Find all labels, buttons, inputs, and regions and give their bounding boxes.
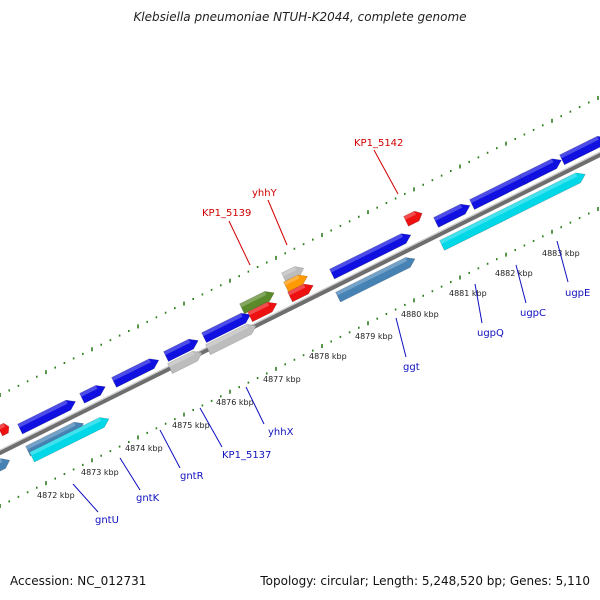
cds-KP1-forward: [201, 312, 251, 343]
feature-red-yhhY-shade: [287, 284, 306, 296]
cds-gntK-forward: [111, 358, 160, 388]
gene-label-KP1_5139: KP1_5139: [202, 208, 251, 219]
feature-red-yhhY: [287, 283, 314, 303]
inner-tick-ring: [0, 206, 599, 508]
feature-red-KP1_5142: [403, 210, 423, 227]
cds-ugpB-forward-shade: [559, 136, 599, 159]
gene-label-gntK: gntK: [136, 493, 160, 504]
scale-label-4872: 4872 kbp: [37, 491, 75, 500]
cds-ugpQ-forward-shade: [433, 204, 463, 221]
scale-label-4880: 4880 kbp: [401, 310, 439, 319]
cds-ugpA-forward-shade: [519, 158, 554, 179]
scale-label-4876: 4876 kbp: [216, 398, 254, 407]
cds-gntR-forward-shape: [163, 338, 199, 362]
cds-ugpC-forward-shade: [469, 172, 526, 204]
feature-olive-KP1_5139-shade: [239, 291, 267, 308]
cds-gntR-forward: [163, 338, 199, 362]
cds-ugpA-forward: [519, 158, 562, 185]
feature-olive-KP1_5139-shape: [239, 291, 275, 315]
gene-label-yhhY: yhhY: [252, 188, 278, 199]
feature-red-KP1_5139-shape: [247, 301, 278, 323]
scale-label-4873: 4873 kbp: [81, 468, 119, 477]
feature-red-left: [0, 422, 10, 437]
cds-ggt-forward-shape: [329, 233, 412, 280]
genome-backbone: [0, 151, 600, 456]
scale-label-4877: 4877 kbp: [263, 375, 301, 384]
cds-ggt-forward: [329, 233, 412, 280]
feature-red-KP1_5142-shape: [403, 210, 423, 227]
cds-grey-2-shape: [205, 324, 257, 355]
cds-small-forward-shape: [79, 385, 106, 404]
cds-small-forward: [79, 385, 106, 404]
cds-cyan-lower-shade: [29, 417, 102, 456]
map-title: Klebsiella pneumoniae NTUH-K2044, comple…: [133, 10, 467, 24]
cds-ggt-reverse: [335, 257, 416, 303]
cds-gntU-reverse-shade: [25, 422, 76, 450]
feature-red-left-shade: [0, 423, 6, 430]
gene-label-ugpQ: ugpQ: [477, 328, 504, 339]
cds-ugpQ-forward: [433, 203, 471, 228]
gene-label-gntU: gntU: [95, 515, 119, 526]
scale-label-4879: 4879 kbp: [355, 332, 393, 341]
scale-label-4881: 4881 kbp: [449, 289, 487, 298]
cds-gntK-forward-shade: [111, 358, 151, 381]
features-forward-upper: [0, 135, 600, 476]
cds-gntK-forward-shape: [111, 358, 160, 388]
accession-text: Accession: NC_012731: [10, 574, 147, 588]
cds-KP1-forward-shape: [201, 312, 251, 343]
cds-cyan-lower: [29, 417, 110, 463]
feature-grey-yhhY-shade: [281, 266, 297, 277]
cds-grey-1: [167, 350, 203, 374]
label-leaders: [72, 149, 569, 513]
scale-label-4874: 4874 kbp: [125, 444, 163, 453]
feature-orange-yhhY-shape: [283, 274, 308, 293]
cds-gntU-forward-shade: [17, 400, 68, 428]
cds-ugpA-forward-shape: [519, 158, 562, 185]
feature-orange-yhhY: [283, 274, 308, 293]
outer-tick-ring: [0, 95, 599, 397]
cds-ggt-forward-shade: [329, 233, 403, 273]
topology-text: Topology: circular; Length: 5,248,520 bp…: [260, 574, 590, 588]
feature-red-KP1_5142-shade: [403, 211, 417, 220]
gene-labels: gntU gntK gntR KP1_5137 yhhX ggt ugpQ ug…: [95, 138, 590, 526]
cds-left-reverse: [0, 458, 11, 476]
gene-label-yhhX: yhhX: [268, 427, 294, 438]
feature-orange-yhhY-shade: [283, 274, 300, 286]
gene-label-gntR: gntR: [180, 471, 204, 482]
cds-ggt-reverse-shape: [335, 257, 416, 303]
cds-KP1-forward-shade: [201, 313, 243, 337]
feature-red-KP1_5139-shade: [247, 302, 269, 316]
scale-labels: 4872 kbp 4873 kbp 4874 kbp 4875 kbp 4876…: [37, 249, 580, 500]
cds-ugpB-forward: [559, 135, 600, 166]
gene-label-ugpE: ugpE: [565, 288, 590, 299]
cds-ugp-cyan: [439, 172, 586, 251]
gene-label-ugpC: ugpC: [520, 308, 546, 319]
feature-red-left-shape: [0, 422, 10, 437]
cds-cyan-lower-shape: [29, 417, 110, 463]
feature-olive-KP1_5139: [239, 291, 275, 315]
cds-grey-2-shade: [205, 324, 249, 349]
cds-gntR-forward-shade: [163, 339, 191, 356]
cds-grey-1-shape: [167, 350, 203, 374]
cds-ugpQ-forward-shape: [433, 203, 471, 228]
cds-ugpB-forward-shape: [559, 135, 600, 166]
scale-label-4875: 4875 kbp: [172, 421, 210, 430]
gene-label-ggt: ggt: [403, 362, 420, 373]
cds-ggt-reverse-shade: [335, 257, 408, 296]
scale-label-4878: 4878 kbp: [309, 352, 347, 361]
gene-label-KP1_5142: KP1_5142: [354, 138, 403, 149]
feature-red-yhhY-shape: [287, 283, 314, 303]
cds-gntU-forward: [17, 399, 76, 435]
cds-left-reverse-shape: [0, 458, 11, 476]
cds-grey-2: [205, 324, 257, 355]
cds-ugp-cyan-shape: [439, 172, 586, 251]
cds-small-forward-shade: [79, 385, 98, 397]
cds-grey-1-shade: [167, 351, 195, 368]
cds-gntU-forward-shape: [17, 399, 76, 435]
scale-label-4882: 4882 kbp: [495, 269, 533, 278]
cds-ugp-cyan-shade: [439, 172, 578, 244]
gene-label-KP1_5137: KP1_5137: [222, 450, 271, 461]
feature-red-KP1_5139: [247, 301, 278, 323]
